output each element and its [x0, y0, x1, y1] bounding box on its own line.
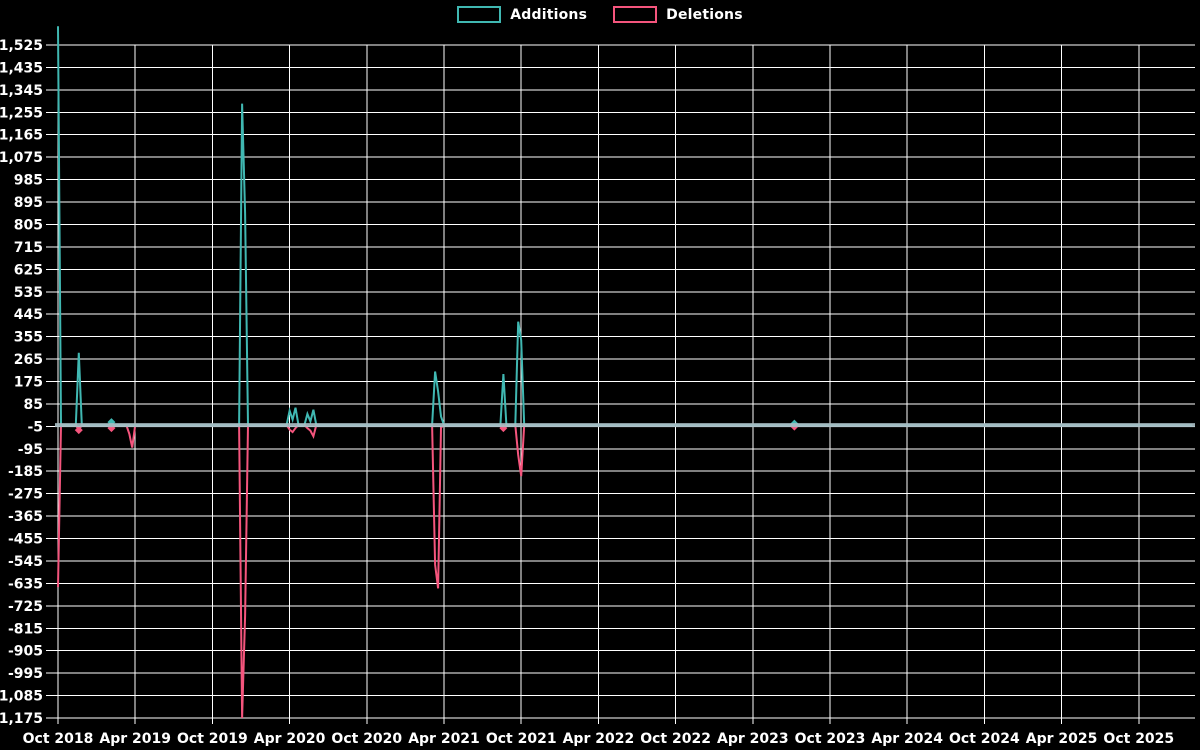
additions-legend-label: Additions — [510, 6, 588, 23]
x-tick-label: Oct 2019 — [177, 731, 248, 747]
y-tick-label: -545 — [8, 554, 43, 570]
y-tick-label: 715 — [14, 240, 43, 256]
additions-swatch-icon — [457, 6, 502, 23]
y-tick-label: -95 — [18, 442, 43, 458]
y-tick-label: -5 — [27, 419, 43, 435]
y-tick-label: -1,085 — [0, 689, 43, 705]
deletions-marker-icon — [74, 426, 83, 435]
y-tick-label: 625 — [14, 262, 43, 278]
deletions-legend-label: Deletions — [666, 6, 743, 23]
y-tick-label: -365 — [8, 509, 43, 525]
y-tick-label: 265 — [14, 352, 43, 368]
x-tick-label: Oct 2023 — [795, 731, 866, 747]
legend-item-additions[interactable]: Additions — [457, 6, 587, 23]
y-tick-label: -275 — [8, 487, 43, 503]
y-tick-label: 85 — [24, 397, 43, 413]
y-tick-label: 1,255 — [0, 105, 43, 121]
y-tick-label: -635 — [8, 576, 43, 592]
y-tick-label: 445 — [14, 307, 43, 323]
grid — [46, 44, 1195, 724]
deletions-line — [57, 422, 1193, 719]
additions-line — [57, 26, 1193, 428]
x-tick-label: Apr 2023 — [717, 731, 789, 747]
y-tick-label: -725 — [8, 599, 43, 615]
x-tick-label: Oct 2024 — [949, 731, 1020, 747]
y-tick-label: 1,525 — [0, 38, 43, 54]
y-tick-label: 985 — [14, 173, 43, 189]
legend-item-deletions[interactable]: Deletions — [613, 6, 743, 23]
x-tick-label: Apr 2019 — [99, 731, 171, 747]
y-tick-label: 895 — [14, 195, 43, 211]
x-tick-label: Oct 2018 — [23, 731, 94, 747]
x-axis-labels: Oct 2018 Apr 2019 Oct 2019 Apr 2020 Oct 2020… — [23, 731, 1175, 747]
x-tick-label: Oct 2022 — [640, 731, 711, 747]
chart-legend: Additions Deletions — [0, 6, 1200, 23]
y-tick-label: -905 — [8, 644, 43, 660]
y-tick-label: 1,345 — [0, 83, 43, 99]
y-tick-label: -995 — [8, 666, 43, 682]
y-tick-label: -815 — [8, 621, 43, 637]
x-tick-label: Oct 2025 — [1103, 731, 1174, 747]
y-tick-label: -1,175 — [0, 711, 43, 727]
y-tick-label: 1,075 — [0, 150, 43, 166]
y-tick-label: 1,435 — [0, 60, 43, 76]
x-tick-label: Oct 2020 — [331, 731, 402, 747]
y-tick-label: 805 — [14, 217, 43, 233]
x-tick-label: Apr 2022 — [563, 731, 635, 747]
x-tick-label: Apr 2024 — [871, 731, 943, 747]
y-tick-label: 355 — [14, 330, 43, 346]
y-tick-label: -185 — [8, 464, 43, 480]
y-axis-labels: 1,525 1,435 1,345 1,255 1,165 1,075 985 895 805 7… — [0, 38, 43, 727]
y-tick-label: 175 — [14, 375, 43, 391]
y-tick-label: -455 — [8, 532, 43, 548]
y-tick-label: 1,165 — [0, 128, 43, 144]
deletions-swatch-icon — [613, 6, 658, 23]
x-tick-label: Apr 2025 — [1026, 731, 1098, 747]
y-tick-label: 535 — [14, 285, 43, 301]
x-tick-label: Oct 2021 — [486, 731, 557, 747]
x-tick-label: Apr 2020 — [254, 731, 326, 747]
x-tick-label: Apr 2021 — [408, 731, 480, 747]
